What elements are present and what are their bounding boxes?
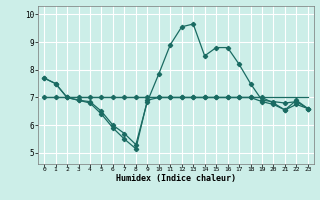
X-axis label: Humidex (Indice chaleur): Humidex (Indice chaleur) (116, 174, 236, 183)
